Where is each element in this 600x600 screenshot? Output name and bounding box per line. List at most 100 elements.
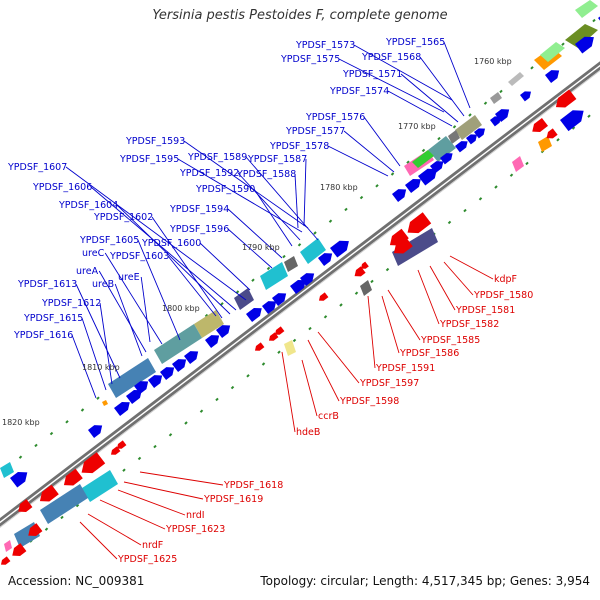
forward-cds-arrow	[205, 335, 220, 348]
leader-line	[151, 216, 223, 319]
reverse-cds-arrow	[39, 484, 59, 502]
forward-cds-arrow	[10, 471, 28, 488]
gene-label-forward: ureB	[92, 279, 114, 290]
tick-mark	[44, 527, 49, 531]
tick-mark	[354, 291, 359, 295]
gene-label-forward: ureA	[76, 266, 99, 277]
gene-label-reverse: YPDSF_1597	[359, 378, 419, 389]
reverse-cds-arrow	[546, 128, 558, 139]
gene-label-forward: YPDSF_1565	[385, 37, 445, 48]
leader-line	[199, 242, 251, 291]
leader-line	[227, 228, 273, 269]
tick-mark	[122, 468, 126, 472]
tick-mark	[452, 125, 457, 129]
leader-line	[443, 41, 471, 109]
leader-line	[99, 499, 166, 530]
tick-mark	[571, 126, 576, 130]
gene-label-forward: YPDSF_1589	[187, 152, 247, 163]
gene-label-reverse: nrdI	[186, 510, 205, 521]
gene-label-forward: YPDSF_1587	[247, 154, 307, 165]
gene-label-forward: YPDSF_1595	[119, 154, 179, 165]
gene-label-reverse: kdpF	[494, 274, 517, 285]
tick-mark	[199, 409, 204, 413]
reverse-cds-arrow	[407, 212, 432, 234]
forward-cds-arrow	[290, 279, 306, 294]
tick-mark	[370, 279, 374, 284]
reverse-cds-arrow	[0, 556, 11, 565]
leader-line	[338, 58, 445, 113]
ruler-labels: 1760 kbp 1770 kbp 1780 kbp 1790 kbp 1800 kbp…	[2, 57, 512, 427]
tick-mark	[592, 18, 596, 23]
forward-cds-arrow	[490, 116, 502, 127]
gene-label-forward: YPDSF_1615	[23, 313, 83, 324]
tick-mark	[282, 254, 286, 259]
leader-line	[90, 186, 237, 311]
colored-feature	[512, 156, 524, 172]
gene-label-reverse: YPDSF_1582	[439, 319, 499, 330]
tick-mark	[390, 172, 395, 176]
gene-label-forward: YPDSF_1578	[269, 141, 329, 152]
gene-label-forward: YPDSF_1612	[41, 298, 101, 309]
ruler-label: 1770 kbp	[398, 122, 436, 131]
colored-feature	[565, 24, 598, 48]
reverse-cds-arrow	[110, 446, 121, 455]
ruler-label: 1820 kbp	[2, 418, 40, 427]
leader-line	[419, 56, 465, 117]
colored-feature	[508, 72, 524, 86]
gene-label-reverse: YPDSF_1623	[165, 524, 225, 535]
tick-mark	[323, 315, 328, 319]
reverse-cds-arrow	[360, 261, 369, 269]
tick-mark	[60, 515, 64, 520]
gene-label-forward: YPDSF_1592	[179, 168, 239, 179]
forward-cds-arrow	[392, 189, 407, 202]
tick-mark	[447, 220, 452, 225]
tick-mark	[204, 313, 209, 318]
leader-line	[123, 481, 204, 500]
forward-cds-arrow	[330, 240, 349, 258]
forward-cds-arrow	[272, 293, 287, 306]
tick-mark	[421, 148, 426, 153]
gene-label-forward: YPDSF_1613	[17, 279, 77, 290]
tick-mark	[292, 338, 297, 343]
colored-feature	[490, 92, 502, 104]
reverse-cds-arrow	[18, 499, 33, 512]
forward-cds-arrow	[88, 425, 103, 438]
gene-label-forward: YPDSF_1606	[32, 182, 92, 193]
tick-mark	[437, 136, 441, 141]
gene-label-reverse: nrdF	[142, 540, 163, 551]
tick-mark	[297, 243, 302, 247]
gene-label-forward: YPDSF_1574	[329, 86, 389, 97]
leader-line	[367, 295, 376, 369]
gene-label-reverse: hdeB	[296, 427, 320, 438]
colored-feature	[448, 130, 460, 144]
gene-label-forward: YPDSF_1596	[169, 224, 229, 235]
leader-line	[104, 252, 163, 345]
gene-label-forward: YPDSF_1593	[125, 136, 185, 147]
forward-cds-arrow	[466, 134, 478, 145]
gene-label-forward: YPDSF_1575	[280, 54, 340, 65]
forward-cds-arrow	[495, 109, 510, 122]
forward-cds-arrow	[126, 389, 142, 404]
tick-mark	[494, 185, 498, 189]
reverse-cds	[0, 89, 577, 565]
tick-mark	[483, 101, 488, 105]
leader-line	[327, 145, 389, 177]
leader-line	[443, 261, 474, 296]
colored-feature	[540, 42, 565, 62]
leader-line	[449, 255, 494, 280]
gene-label-reverse: YPDSF_1598	[339, 396, 399, 407]
tick-mark	[251, 278, 255, 282]
leader-lines	[65, 41, 494, 560]
gene-label-forward: YPDSF_1588	[236, 169, 296, 180]
gene-label-forward: YPDSF_1600	[141, 238, 201, 249]
gene-label-forward: YPDSF_1590	[195, 184, 255, 195]
colored-feature	[300, 238, 326, 264]
reverse-cds-arrow	[28, 523, 43, 536]
reverse-cds-arrow	[274, 326, 285, 335]
tick-mark	[385, 267, 390, 272]
tick-mark	[499, 89, 503, 94]
colored-feature	[40, 484, 88, 524]
leader-line	[307, 339, 340, 402]
tick-mark	[220, 302, 224, 306]
